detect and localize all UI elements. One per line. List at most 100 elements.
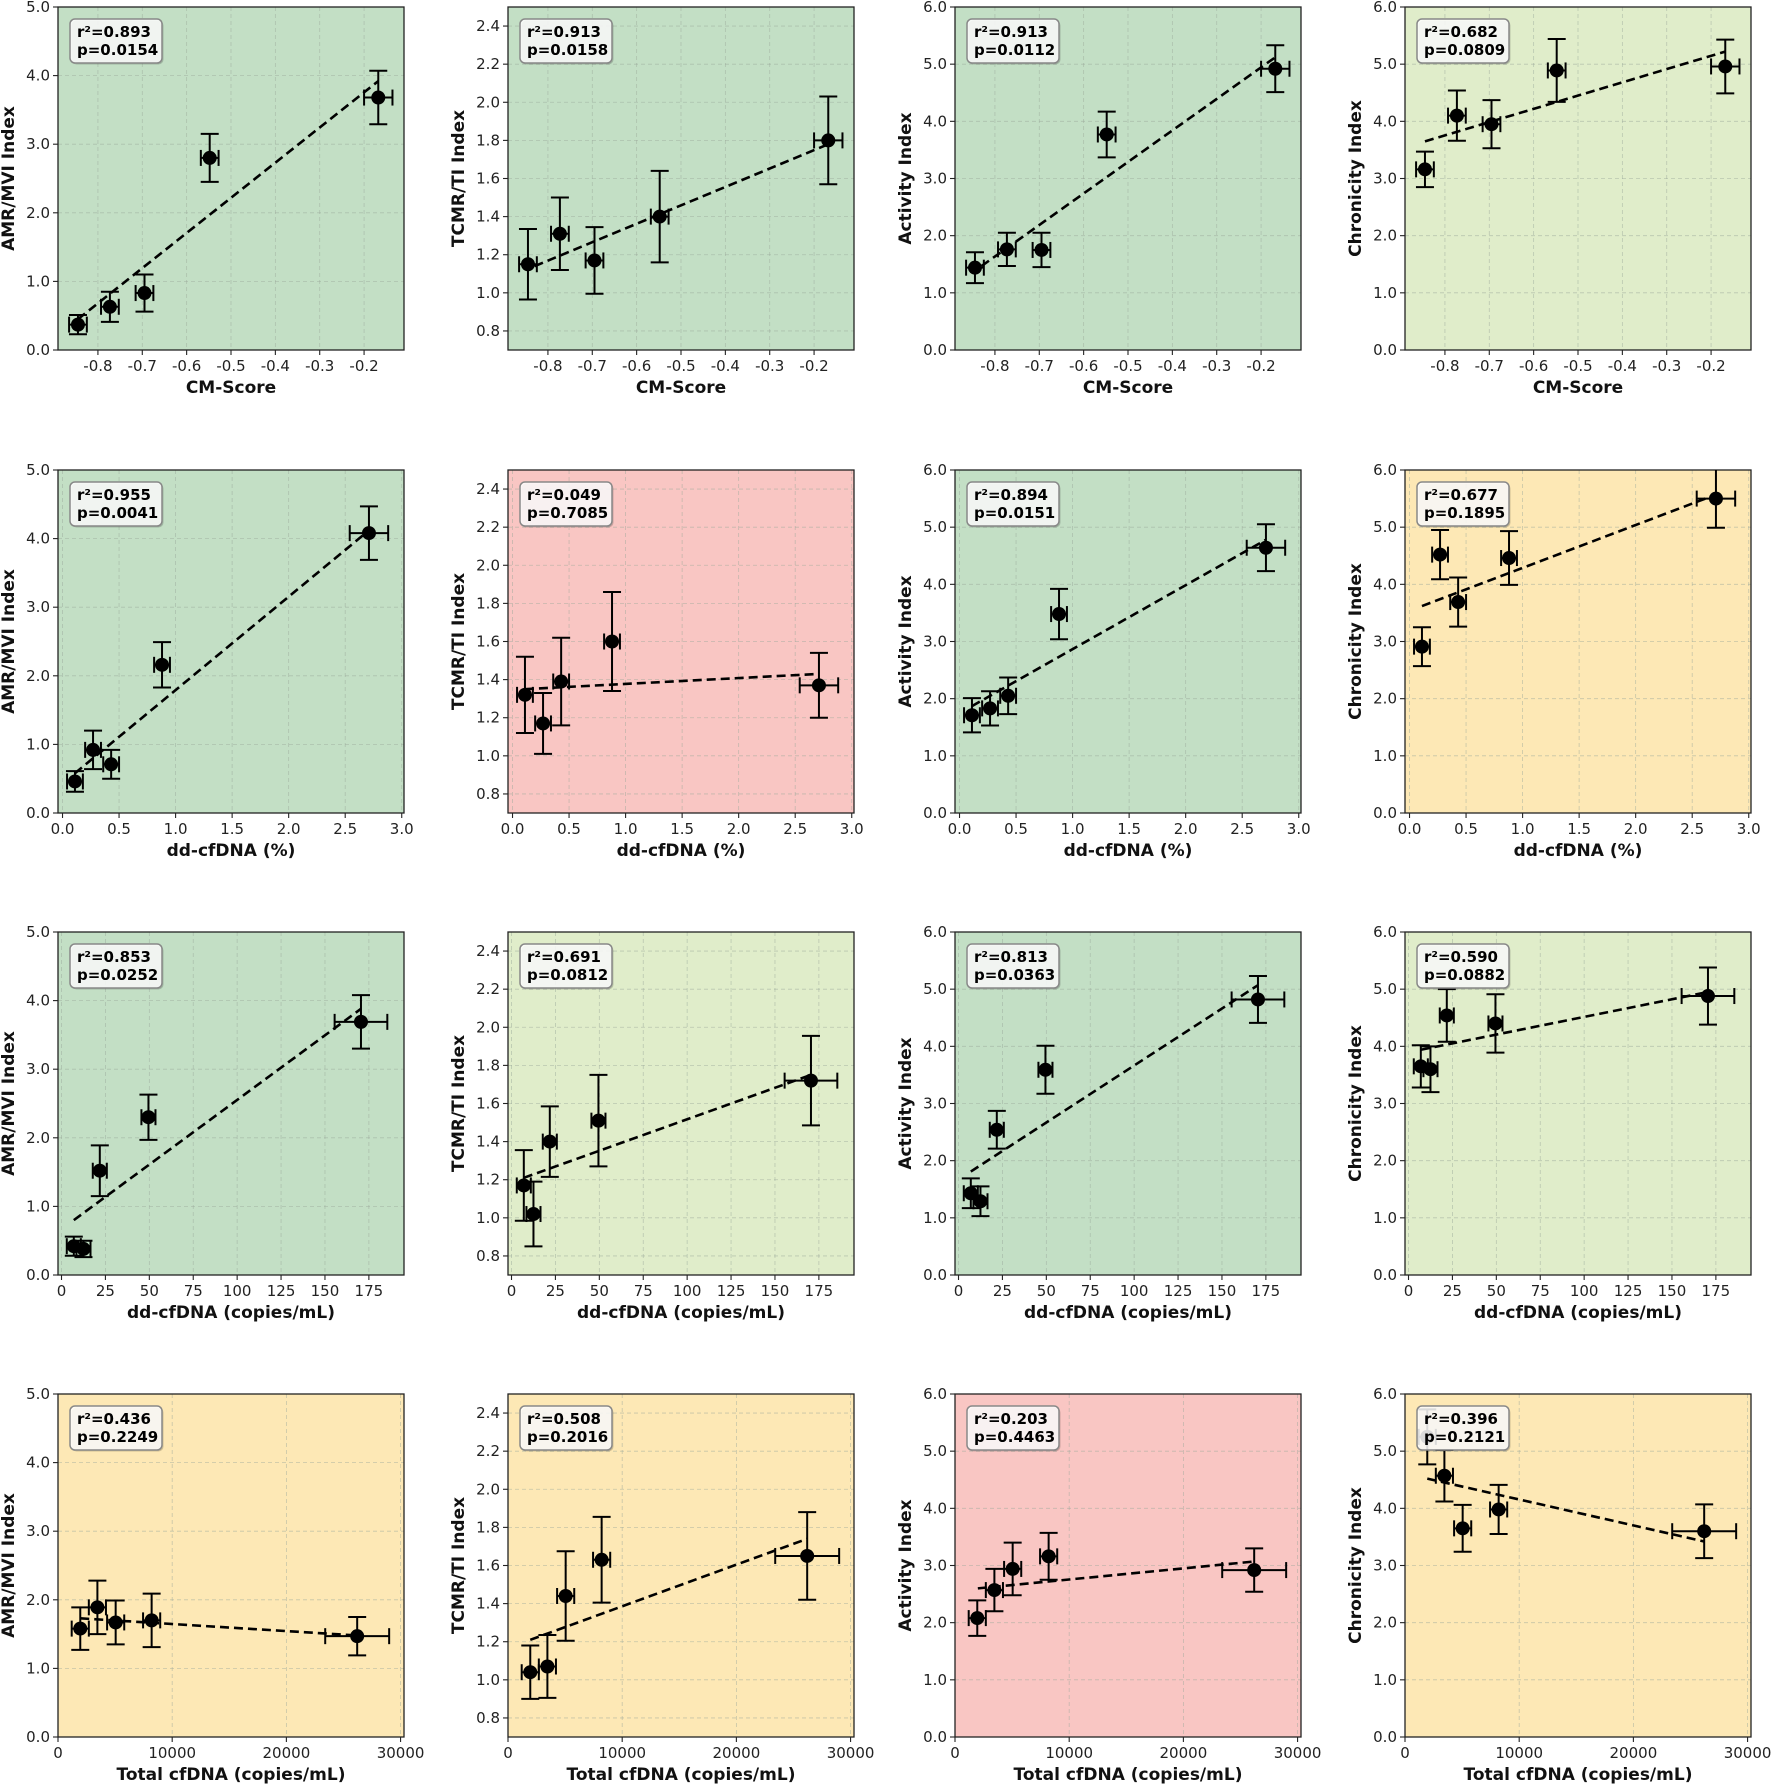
y-tick-label: 2.2 [476, 980, 500, 998]
x-tick-label: -0.6 [622, 357, 651, 375]
y-tick-label: 4.0 [923, 1037, 947, 1055]
x-tick-label: 150 [311, 1282, 340, 1300]
y-tick-label: 1.0 [26, 272, 50, 290]
stats-box [69, 481, 163, 527]
y-tick-label: 1.8 [476, 131, 500, 149]
point-marker [1034, 242, 1049, 257]
data-point [1486, 993, 1505, 1054]
plot-frame [57, 469, 405, 814]
point-marker [371, 90, 386, 105]
x-tick-label: 75 [634, 1282, 653, 1300]
p-value-label: p=0.2016 [527, 1428, 608, 1446]
point-marker [1005, 1561, 1020, 1576]
point-marker [108, 1615, 123, 1630]
x-tick-label: 125 [267, 1282, 296, 1300]
x-tick-label: 25 [546, 1282, 565, 1300]
y-tick-label: 2.4 [476, 17, 500, 35]
point-marker [1549, 63, 1564, 78]
point-marker [1718, 59, 1733, 74]
x-tick-label: -0.2 [349, 357, 378, 375]
x-axis-label: dd-cfDNA (%) [167, 841, 296, 861]
y-tick-label: 2.0 [476, 556, 500, 574]
x-axis-label: CM-Score [1533, 378, 1623, 398]
x-tick-label: -0.3 [305, 357, 334, 375]
regression-line [1426, 1477, 1705, 1543]
point-marker [350, 1629, 365, 1644]
data-point [524, 1180, 543, 1248]
data-point [139, 1093, 158, 1141]
y-tick-label: 0.0 [1373, 804, 1397, 822]
x-tick-label: 1.0 [1061, 820, 1085, 838]
y-tick-label: 6.0 [923, 461, 947, 479]
point-marker [1439, 1008, 1454, 1023]
x-tick-label: 175 [1252, 1282, 1281, 1300]
x-tick-label: 2.0 [1624, 820, 1648, 838]
r-squared-label: r²=0.853 [77, 948, 151, 966]
y-tick-label: 2.0 [26, 1591, 50, 1609]
y-tick-label: 4.0 [26, 1454, 50, 1472]
x-tick-label: 175 [805, 1282, 834, 1300]
panel-r3c3: 0 25 50 75 100 125 150 175 0.0 1.0 2.0 3.0 4.0 5.0 6.0… [896, 923, 1302, 1323]
x-tick-label: 100 [673, 1282, 702, 1300]
y-tick-label: 2.0 [1373, 227, 1397, 245]
y-tick-label: 1.2 [476, 709, 500, 727]
stats-box [966, 481, 1060, 527]
point-marker [554, 674, 569, 689]
y-tick-label: 1.0 [923, 284, 947, 302]
point-marker [361, 526, 376, 541]
y-tick-label: 3.0 [923, 633, 947, 651]
x-tick-label: 1.5 [1567, 820, 1591, 838]
data-point [550, 196, 570, 271]
y-tick-label: 1.4 [476, 1133, 500, 1151]
regression-line [534, 142, 829, 268]
point-marker [137, 286, 152, 301]
point-marker [1449, 108, 1464, 123]
point-marker [591, 1113, 606, 1128]
r-squared-label: r²=0.955 [77, 486, 151, 504]
y-tick-label: 4.0 [1373, 1037, 1397, 1055]
point-marker [1423, 1062, 1438, 1077]
x-tick-label: 150 [761, 1282, 790, 1300]
point-marker [144, 1613, 159, 1628]
panel-r2c4: 0.0 0.5 1.0 1.5 2.0 2.5 3.0 0.0 1.0 2.0 3.0 4.0 5.0 6… [1346, 461, 1761, 861]
point-marker [517, 687, 532, 702]
r-squared-label: r²=0.203 [974, 1410, 1048, 1428]
y-axis-label: TCMR/TI Index [449, 573, 469, 710]
y-tick-label: 1.0 [26, 735, 50, 753]
x-tick-label: 3.0 [840, 820, 864, 838]
x-tick-label: 20000 [1160, 1744, 1208, 1762]
point-marker [102, 299, 117, 314]
x-tick-label: 2.0 [727, 820, 751, 838]
data-point [153, 641, 172, 689]
stats-box [1416, 1405, 1510, 1451]
r-squared-label: r²=0.691 [527, 948, 601, 966]
x-axis-label: dd-cfDNA (copies/mL) [1024, 1303, 1232, 1323]
point-marker [540, 1659, 555, 1674]
plot-frame [57, 931, 405, 1276]
y-tick-label: 1.0 [476, 747, 500, 765]
p-value-label: p=0.2121 [1424, 1428, 1505, 1446]
y-tick-label: 0.0 [923, 1728, 947, 1746]
x-tick-label: 20000 [263, 1744, 311, 1762]
data-point [106, 1599, 126, 1646]
x-tick-label: -0.3 [1652, 357, 1681, 375]
y-tick-label: 3.0 [26, 598, 50, 616]
r-squared-label: r²=0.893 [77, 23, 151, 41]
y-axis-label: Chronicity Index [1346, 563, 1366, 720]
point-marker [983, 701, 998, 716]
data-point [324, 1615, 391, 1657]
stats-box [519, 1405, 613, 1451]
stats-box [519, 481, 613, 527]
plot-background [58, 470, 404, 813]
p-value-label: p=0.1895 [1424, 504, 1505, 522]
x-tick-label: 10000 [1045, 1744, 1093, 1762]
regression-line [523, 1073, 812, 1180]
x-tick-label: -0.6 [1519, 357, 1548, 375]
stats-box [966, 18, 1060, 64]
x-tick-label: 50 [590, 1282, 609, 1300]
y-tick-label: 2.0 [1373, 1614, 1397, 1632]
y-tick-label: 0.0 [1373, 1728, 1397, 1746]
data-point [592, 1515, 612, 1604]
p-value-label: p=0.0812 [527, 966, 608, 984]
point-marker [821, 133, 836, 148]
